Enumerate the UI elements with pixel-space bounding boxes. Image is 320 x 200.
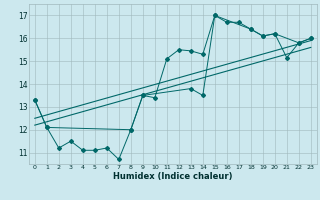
X-axis label: Humidex (Indice chaleur): Humidex (Indice chaleur) (113, 172, 233, 181)
